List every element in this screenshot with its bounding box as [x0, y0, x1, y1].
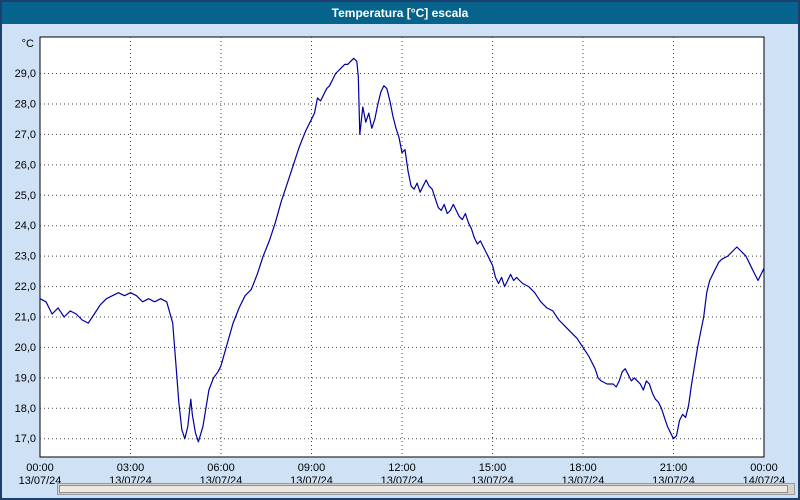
- y-axis-unit-label: °C: [22, 38, 34, 50]
- y-tick-label: 24,0: [15, 220, 36, 232]
- y-tick-label: 17,0: [15, 433, 36, 445]
- x-tick-time-label: 18:00: [569, 462, 597, 474]
- x-tick-date-label: 13/07/24: [471, 475, 514, 486]
- y-tick-label: 18,0: [15, 403, 36, 415]
- x-tick-date-label: 13/07/24: [562, 475, 605, 486]
- x-tick-date-label: 13/07/24: [290, 475, 333, 486]
- horizontal-scrollbar-thumb[interactable]: [59, 485, 788, 493]
- x-tick-date-label: 14/07/24: [743, 475, 786, 486]
- y-tick-label: 20,0: [15, 342, 36, 354]
- y-tick-label: 26,0: [15, 159, 36, 171]
- window-title: Temperatura [°C] escala: [331, 6, 469, 20]
- temperature-line-chart: 17,0 18,0 19,0 20,0 21,0 22,0 23,0 24,0 25,0 26,0…: [15, 36, 786, 486]
- y-tick-label: 25,0: [15, 190, 36, 202]
- x-tick-date-label: 13/07/24: [19, 475, 62, 486]
- y-tick-label: 19,0: [15, 372, 36, 384]
- x-tick-time-label: 15:00: [479, 462, 507, 474]
- x-tick-time-label: 09:00: [298, 462, 326, 474]
- horizontal-scrollbar[interactable]: [57, 483, 795, 495]
- x-tick-time-label: 21:00: [660, 462, 688, 474]
- plot-area: [39, 36, 765, 458]
- temperature-series-line: [39, 57, 765, 443]
- y-tick-label: 29,0: [15, 68, 36, 80]
- x-tick-time-label: 06:00: [207, 462, 235, 474]
- x-tick-time-label: 00:00: [750, 462, 778, 474]
- y-tick-label: 21,0: [15, 312, 36, 324]
- window-titlebar: Temperatura [°C] escala: [2, 2, 798, 24]
- x-tick-date-label: 13/07/24: [109, 475, 152, 486]
- y-tick-label: 22,0: [15, 281, 36, 293]
- y-tick-label: 28,0: [15, 98, 36, 110]
- y-tick-label: 23,0: [15, 251, 36, 263]
- y-tick-label: 27,0: [15, 129, 36, 141]
- x-tick-time-label: 12:00: [388, 462, 416, 474]
- x-tick-date-label: 13/07/24: [652, 475, 695, 486]
- x-tick-time-label: 03:00: [117, 462, 145, 474]
- x-tick-date-label: 13/07/24: [200, 475, 243, 486]
- x-tick-date-label: 13/07/24: [381, 475, 424, 486]
- x-tick-time-label: 00:00: [26, 462, 54, 474]
